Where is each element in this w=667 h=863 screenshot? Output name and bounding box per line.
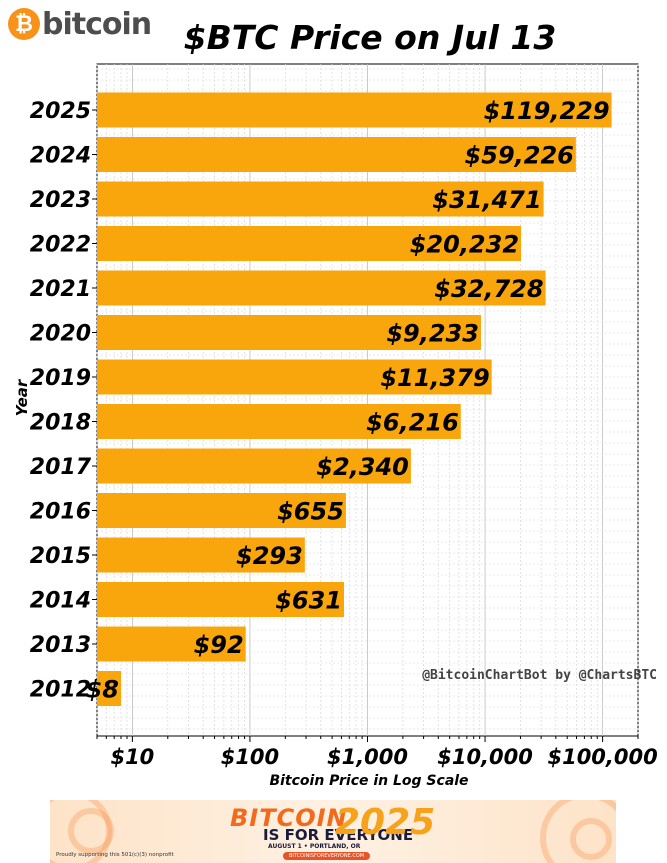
bar-value-label: $20,232 (410, 231, 519, 259)
ad-banner[interactable]: BITCOIN IS FOR EVERYONE 2025 AUGUST 1 • … (50, 800, 616, 863)
bar-2016 (97, 493, 346, 528)
bar-value-label: $119,229 (484, 97, 610, 125)
x-tick-labels: $10 $100 $1,000 $10,000 $100,000 (110, 745, 657, 769)
bar-value-label: $92 (194, 631, 244, 659)
y-tick-label: 2013 (30, 633, 91, 658)
bar-2024 (97, 137, 576, 172)
bar-value-label: $655 (277, 498, 344, 526)
x-tick-label: $1,000 (327, 745, 408, 769)
bar-value-label: $11,379 (380, 364, 489, 392)
bar-value-label: $293 (236, 542, 303, 570)
bar-value-label: $9,233 (386, 320, 479, 348)
y-tick-label: 2025 (30, 99, 91, 124)
bar-value-label: $32,728 (434, 275, 543, 303)
bar-value-label: $631 (275, 587, 342, 615)
bar-value-label: $59,226 (465, 142, 574, 170)
banner-title: BITCOIN (230, 804, 348, 832)
y-tick-label: 2012 (30, 678, 91, 703)
x-tick-label: $10,000 (437, 745, 533, 769)
bar-value-label: $6,216 (366, 409, 459, 437)
bar-2021 (97, 270, 546, 306)
bar-2019 (97, 359, 492, 395)
y-tick-label: 2023 (30, 188, 91, 213)
bar-2017 (97, 448, 411, 484)
x-tick-label: $10 (110, 745, 154, 769)
x-tick-label: $100,000 (547, 745, 657, 769)
bar-value-label: $8 (86, 676, 119, 704)
bar-2023 (97, 181, 544, 217)
bar-chart: $119,229 $59,226 $31,471 $20,232 $32,728 $9,2… (13, 63, 658, 789)
y-tick-label: 2019 (30, 366, 91, 391)
y-tick-label: 2020 (30, 322, 91, 347)
bitcoin-logo: ₿ bitcoin (8, 4, 152, 44)
bar-value-label: $2,340 (316, 453, 409, 481)
banner-note: Proudly supporting this 501(c)(3) nonpro… (56, 852, 174, 858)
banner-subtitle: IS FOR EVERYONE (263, 826, 414, 844)
bar-2012 (97, 671, 121, 706)
y-tick-label: 2015 (30, 544, 91, 569)
bar-2014 (97, 582, 344, 617)
y-tick-label: 2024 (30, 144, 91, 169)
grid (96, 63, 639, 742)
y-tick-labels: 2025 2024 2023 2022 2021 2020 2019 2018 2017 2016… (30, 99, 97, 703)
swirl-decoration (68, 808, 114, 854)
y-tick-label: 2014 (30, 589, 91, 614)
bars: $119,229 $59,226 $31,471 $20,232 $32,728 $9,2… (86, 92, 612, 706)
y-tick-label: 2021 (30, 277, 91, 302)
bar-2015 (97, 537, 305, 573)
banner-date-place: AUGUST 1 • PORTLAND, OR (268, 843, 361, 850)
y-tick-label: 2017 (30, 455, 92, 480)
bar-2018 (97, 404, 461, 439)
bar-2013 (97, 626, 246, 662)
chart-title: $BTC Price on Jul 13 (183, 18, 557, 57)
bitcoin-logo-text: bitcoin (42, 6, 152, 42)
y-axis-label: Year (13, 378, 31, 416)
x-tick-label: $100 (221, 745, 279, 769)
watermark: @BitcoinChartBot by @ChartsBTC (422, 668, 657, 683)
bitcoin-coin-icon: ₿ (8, 8, 40, 40)
x-axis-label: Bitcoin Price in Log Scale (269, 773, 468, 789)
bar-2020 (97, 315, 481, 350)
y-tick-label: 2016 (30, 500, 91, 525)
y-tick-label: 2018 (30, 411, 91, 436)
banner-year: 2025 (335, 802, 436, 843)
y-tick-label: 2022 (30, 233, 91, 258)
banner-url-button[interactable]: BITCOINISFOREVERYONE.COM (283, 852, 371, 860)
swirl-decoration (540, 800, 616, 863)
bar-value-label: $31,471 (432, 186, 541, 214)
bar-2025 (97, 92, 612, 128)
bar-2022 (97, 226, 522, 261)
swirl-decoration (570, 818, 612, 860)
